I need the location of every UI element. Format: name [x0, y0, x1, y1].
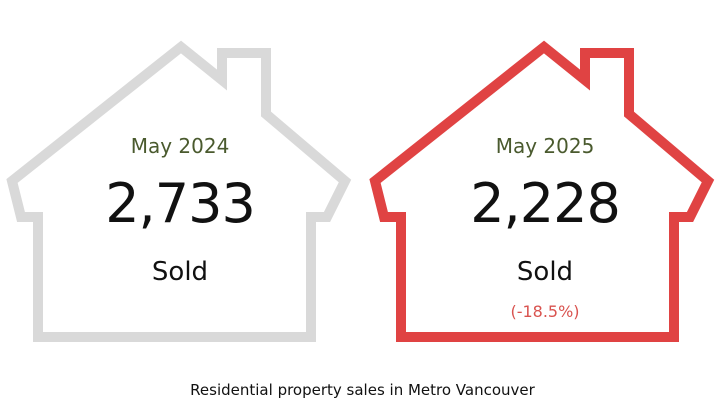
- house-outline-icon: [369, 40, 715, 342]
- house-card-2024: May 2024 2,733 Sold: [0, 0, 362, 360]
- house-card-2025: May 2025 2,228 Sold (-18.5%): [363, 0, 725, 360]
- sold-label: Sold: [516, 257, 574, 287]
- percent-change: (-18.5%): [510, 302, 580, 321]
- sales-count: 2,228: [470, 172, 621, 235]
- house-outline-2025: [369, 40, 715, 342]
- period-label: May 2025: [495, 134, 595, 158]
- sales-count: 2,733: [105, 172, 256, 235]
- house-outline-icon: [6, 40, 352, 342]
- chart-caption: Residential property sales in Metro Vanc…: [190, 381, 535, 399]
- house-outline-2024: [6, 40, 352, 342]
- sold-label: Sold: [151, 257, 209, 287]
- period-label: May 2024: [130, 134, 230, 158]
